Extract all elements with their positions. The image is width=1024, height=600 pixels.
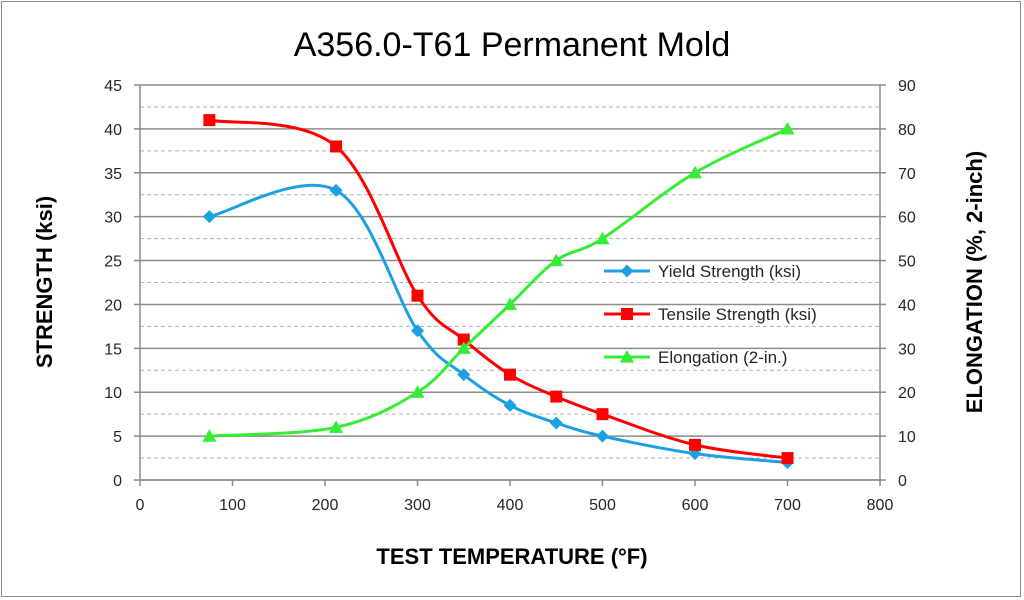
legend-marker: [620, 264, 634, 278]
data-point-elongation-2-in: [410, 385, 425, 398]
x-tick-label: 600: [682, 497, 709, 514]
legend-item-yield-strength-ksi: Yield Strength (ksi): [604, 262, 801, 281]
data-point-tensile-strength-ksi: [411, 289, 424, 302]
axes: 0 100 200 300 400 500 600 700 800051015202530354…: [104, 78, 916, 514]
y2-tick-label: 70: [898, 166, 916, 183]
data-point-tensile-strength-ksi: [689, 438, 701, 451]
y-tick-label: 20: [104, 297, 122, 314]
legend-label: Yield Strength (ksi): [658, 262, 801, 281]
data-point-yield-strength-ksi: [549, 416, 563, 430]
legend-label: Elongation (2-in.): [658, 348, 787, 367]
data-point-yield-strength-ksi: [202, 210, 216, 224]
legend-marker: [620, 350, 634, 363]
x-tick-label: 200: [312, 497, 339, 514]
legend-item-elongation-2-in: Elongation (2-in.): [604, 348, 787, 367]
data-point-tensile-strength-ksi: [504, 368, 516, 381]
x-tick-label: 0: [136, 497, 145, 514]
legend-label: Tensile Strength (ksi): [658, 305, 817, 324]
data-point-yield-strength-ksi: [503, 398, 517, 412]
data-point-elongation-2-in: [202, 429, 217, 442]
chart-title: A356.0-T61 Permanent Mold: [294, 26, 731, 64]
series-line-tensile-strength-ksi: [209, 118, 788, 460]
x-tick-label: 700: [774, 497, 801, 514]
data-point-tensile-strength-ksi: [457, 333, 470, 346]
y-tick-label: 15: [104, 341, 122, 358]
data-point-elongation-2-in: [329, 420, 344, 433]
data-point-elongation-2-in: [688, 165, 702, 179]
y2-tick-label: 10: [898, 429, 916, 446]
y-tick-label: 10: [104, 385, 122, 402]
data-point-yield-strength-ksi: [457, 368, 471, 382]
legend-item-tensile-strength-ksi: Tensile Strength (ksi): [604, 305, 817, 324]
series-line-yield-strength-ksi: [209, 183, 788, 464]
y-tick-label: 5: [113, 429, 122, 446]
y-tick-label: 30: [104, 210, 122, 227]
y-tick-label: 40: [104, 122, 122, 139]
y-tick-label: 45: [104, 78, 122, 95]
y2-tick-label: 20: [898, 385, 916, 402]
y2-tick-label: 30: [898, 341, 916, 358]
x-tick-label: 400: [497, 497, 524, 514]
x-tick-label: 300: [404, 497, 431, 514]
data-point-elongation-2-in: [595, 231, 610, 245]
legend: Yield Strength (ksi) Tensile Strength (ks…: [604, 262, 817, 367]
gridlines: [140, 84, 880, 481]
data-point-elongation-2-in: [549, 253, 564, 267]
data-point-elongation-2-in: [780, 121, 795, 135]
series-tensile-strength-ksi: [203, 114, 794, 465]
y2-tick-label: 90: [898, 78, 916, 95]
data-point-yield-strength-ksi: [596, 429, 609, 443]
data-point-elongation-2-in: [456, 341, 471, 354]
x-axis-title: TEST TEMPERATURE (°F): [376, 544, 647, 569]
y-axis-title: STRENGTH (ksi): [32, 196, 57, 368]
y2-tick-label: 80: [898, 122, 916, 139]
data-point-yield-strength-ksi: [329, 183, 343, 197]
x-tick-label: 100: [219, 497, 246, 514]
data-point-elongation-2-in: [503, 297, 517, 311]
x-tick-label: 800: [867, 497, 894, 514]
x-tick-label: 500: [589, 497, 616, 514]
y2-tick-label: 60: [898, 210, 916, 227]
y2-tick-label: 40: [898, 297, 916, 314]
data-point-yield-strength-ksi: [411, 324, 424, 338]
y-tick-label: 25: [104, 254, 122, 271]
series-layer: [202, 114, 795, 469]
legend-marker: [621, 308, 633, 320]
data-point-tensile-strength-ksi: [596, 408, 609, 421]
data-point-tensile-strength-ksi: [330, 140, 343, 153]
data-point-tensile-strength-ksi: [550, 390, 563, 403]
y2-tick-label: 0: [898, 473, 907, 490]
y2-axis-title: ELONGATION (%, 2-inch): [962, 151, 987, 413]
y-tick-label: 0: [113, 473, 122, 490]
y2-tick-label: 50: [898, 254, 916, 271]
series-elongation-2-in: [202, 121, 795, 442]
data-point-tensile-strength-ksi: [203, 114, 216, 127]
data-point-tensile-strength-ksi: [781, 452, 794, 465]
y-tick-label: 35: [104, 166, 122, 183]
